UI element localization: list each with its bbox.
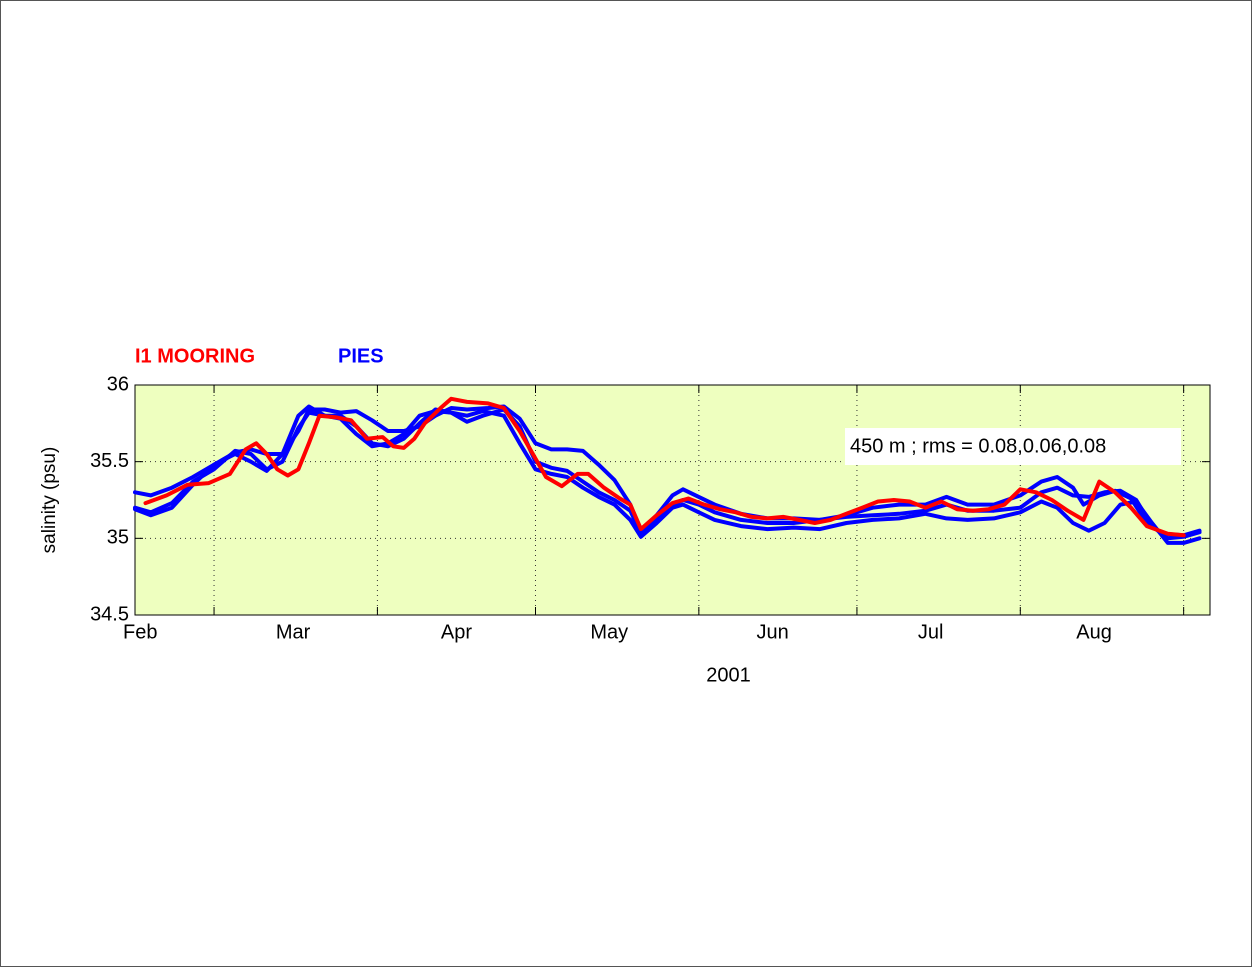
- series-line: [143, 396, 1186, 538]
- axes-box: [134, 384, 1211, 616]
- x-tick-label: Mar: [276, 621, 311, 643]
- x-tick-label: Aug: [1076, 621, 1112, 643]
- annotation: 450 m ; rms = 0.08,0.06,0.08: [850, 435, 1106, 457]
- annotation-box: [845, 428, 1181, 465]
- series-line: [133, 407, 1202, 541]
- legend-entry: PIES: [338, 345, 384, 367]
- y-axis-label: salinity (psu): [39, 447, 60, 554]
- y-tick-label: 35.5: [90, 450, 129, 472]
- x-tick-label: Jul: [918, 621, 944, 643]
- x-tick-label: May: [590, 621, 628, 643]
- series-line: [133, 404, 1202, 545]
- x-tick-label: Feb: [123, 621, 157, 643]
- y-tick-label: 34.5: [90, 603, 129, 625]
- legend-entry: I1 MOORING: [135, 345, 255, 367]
- x-axis-label: 2001: [706, 664, 751, 686]
- x-tick-label: Apr: [441, 621, 472, 643]
- y-tick-label: 35: [107, 527, 129, 549]
- y-tick-label: 36: [107, 373, 129, 395]
- x-tick-label: Jun: [756, 621, 788, 643]
